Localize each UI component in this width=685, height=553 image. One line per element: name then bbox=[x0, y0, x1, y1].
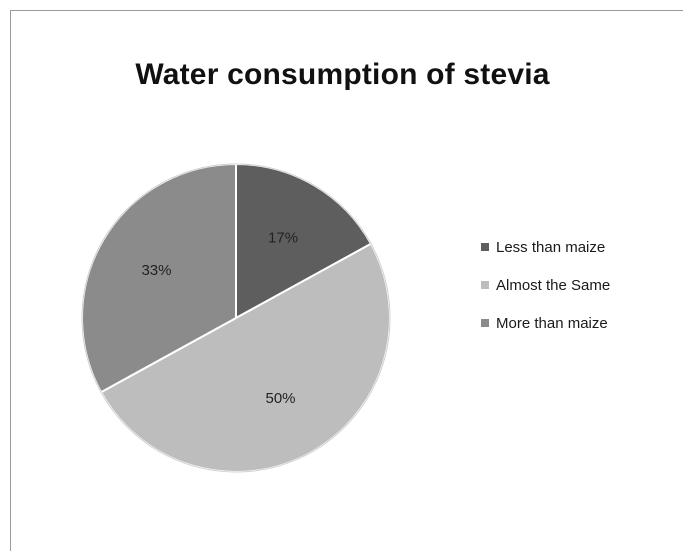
legend-item-more-than-maize: More than maize bbox=[481, 313, 610, 333]
legend-swatch-more-than-maize bbox=[481, 319, 489, 327]
legend-label-less-than-maize: Less than maize bbox=[496, 238, 606, 256]
legend-label-more-than-maize: More than maize bbox=[496, 314, 608, 332]
data-label-almost-the-same: 50% bbox=[265, 390, 295, 407]
legend-swatch-less-than-maize bbox=[481, 243, 489, 251]
data-label-more-than-maize: 33% bbox=[141, 262, 171, 279]
legend-item-less-than-maize: Less than maize bbox=[481, 237, 610, 257]
pie-outline bbox=[81, 163, 391, 473]
legend-item-almost-the-same: Almost the Same bbox=[481, 275, 610, 295]
data-label-less-than-maize: 17% bbox=[268, 229, 298, 246]
legend: Less than maize Almost the Same More tha… bbox=[481, 237, 610, 351]
legend-swatch-almost-the-same bbox=[481, 281, 489, 289]
legend-label-almost-the-same: Almost the Same bbox=[496, 276, 611, 294]
chart-title: Water consumption of stevia bbox=[135, 58, 550, 91]
